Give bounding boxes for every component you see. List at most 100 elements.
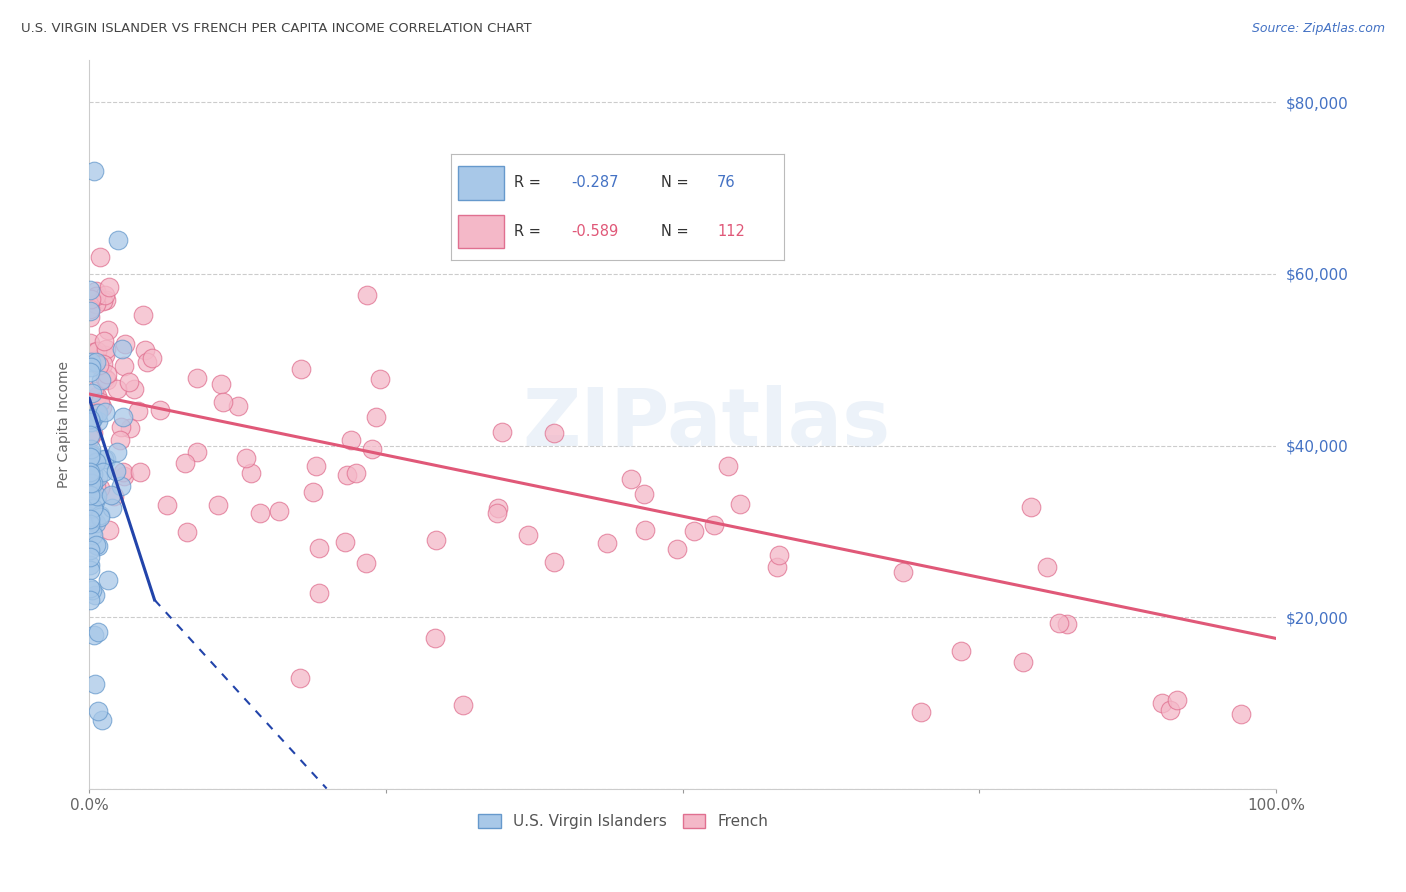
Point bbox=[96, 452, 118, 467]
Point bbox=[87, 470, 110, 484]
Point bbox=[94, 293, 117, 307]
Point bbox=[891, 566, 914, 580]
Point bbox=[156, 498, 179, 512]
Point bbox=[79, 468, 101, 483]
Point bbox=[87, 406, 110, 420]
Point bbox=[207, 498, 229, 512]
Point bbox=[82, 426, 104, 441]
Point bbox=[89, 509, 111, 524]
Point bbox=[79, 412, 101, 426]
Point bbox=[79, 582, 101, 596]
Point bbox=[98, 523, 121, 537]
Point bbox=[135, 354, 157, 368]
Point bbox=[107, 445, 129, 459]
Point bbox=[149, 403, 172, 417]
Point bbox=[364, 410, 387, 425]
Point bbox=[132, 308, 155, 322]
Point bbox=[209, 376, 232, 391]
Point bbox=[87, 539, 110, 553]
Point bbox=[134, 343, 156, 357]
Point bbox=[82, 528, 104, 542]
Point bbox=[128, 465, 150, 479]
Point bbox=[344, 467, 367, 481]
Point bbox=[87, 704, 110, 718]
Point bbox=[91, 293, 114, 308]
Point bbox=[82, 410, 104, 425]
Point bbox=[86, 389, 108, 403]
Point bbox=[1056, 617, 1078, 632]
Point bbox=[1159, 703, 1181, 717]
Point bbox=[728, 497, 751, 511]
Point bbox=[80, 524, 103, 538]
Point bbox=[79, 478, 101, 492]
Point bbox=[356, 287, 378, 301]
Point bbox=[634, 524, 657, 538]
Y-axis label: Per Capita Income: Per Capita Income bbox=[58, 360, 72, 488]
Point bbox=[83, 588, 105, 602]
Point bbox=[768, 548, 790, 562]
Point bbox=[486, 500, 509, 515]
Point bbox=[79, 514, 101, 528]
Point bbox=[79, 558, 101, 573]
Point bbox=[91, 400, 114, 414]
Point bbox=[79, 563, 101, 577]
Point bbox=[86, 406, 108, 420]
Point bbox=[80, 293, 103, 307]
Text: Source: ZipAtlas.com: Source: ZipAtlas.com bbox=[1251, 22, 1385, 36]
Point bbox=[94, 405, 117, 419]
Point bbox=[950, 643, 973, 657]
Point bbox=[87, 414, 110, 428]
Point bbox=[84, 538, 107, 552]
Point bbox=[89, 358, 111, 372]
Point bbox=[89, 250, 111, 264]
Point bbox=[104, 465, 127, 479]
Point bbox=[305, 459, 328, 474]
Point bbox=[94, 348, 117, 362]
Point bbox=[97, 323, 120, 337]
Point bbox=[82, 385, 104, 400]
Point bbox=[1035, 560, 1057, 574]
Point bbox=[112, 465, 135, 479]
Point bbox=[1166, 693, 1188, 707]
Point bbox=[112, 468, 135, 483]
Legend: U.S. Virgin Islanders, French: U.S. Virgin Islanders, French bbox=[472, 808, 775, 836]
Point bbox=[94, 287, 117, 301]
Point bbox=[79, 431, 101, 445]
Point bbox=[910, 705, 932, 719]
Point bbox=[288, 671, 311, 685]
Point bbox=[682, 524, 704, 538]
Point bbox=[543, 555, 565, 569]
Point bbox=[211, 394, 233, 409]
Point bbox=[80, 488, 103, 502]
Point bbox=[666, 541, 689, 556]
Point bbox=[84, 355, 107, 369]
Point bbox=[79, 336, 101, 351]
Point bbox=[127, 404, 149, 418]
Point bbox=[84, 479, 107, 493]
Point bbox=[82, 500, 104, 515]
Point bbox=[370, 372, 392, 386]
Point bbox=[79, 301, 101, 316]
Point bbox=[93, 334, 115, 348]
Point bbox=[79, 476, 101, 491]
Point bbox=[84, 297, 107, 311]
Point bbox=[82, 477, 104, 491]
Point bbox=[83, 345, 105, 359]
Point bbox=[80, 355, 103, 369]
Point bbox=[360, 442, 382, 456]
Point bbox=[90, 373, 112, 387]
Point bbox=[596, 535, 619, 549]
Point bbox=[453, 698, 475, 712]
Point bbox=[79, 516, 101, 531]
Point bbox=[491, 425, 513, 439]
Point bbox=[79, 450, 101, 464]
Point bbox=[240, 467, 263, 481]
Point bbox=[94, 371, 117, 385]
Point bbox=[111, 409, 134, 424]
Point bbox=[108, 433, 131, 447]
Point bbox=[80, 448, 103, 462]
Point bbox=[84, 492, 107, 507]
Point bbox=[82, 479, 104, 493]
Point bbox=[89, 481, 111, 495]
Point bbox=[1019, 500, 1042, 515]
